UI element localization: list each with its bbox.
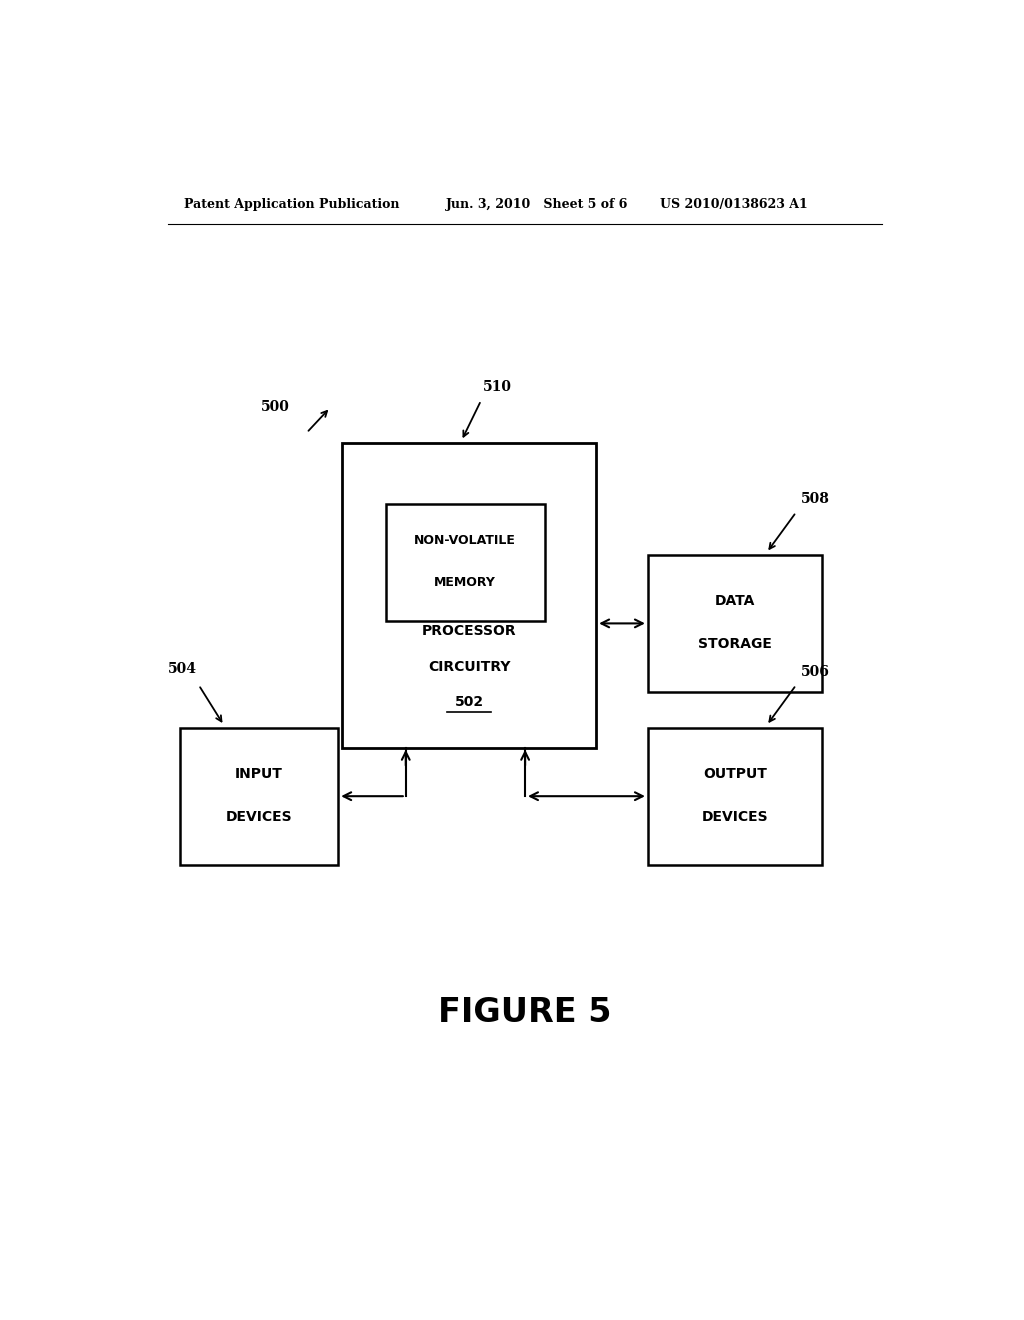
Bar [179, 727, 338, 865]
Text: MEMORY: MEMORY [434, 577, 497, 589]
Bar [386, 504, 545, 620]
Bar [648, 727, 822, 865]
Text: DEVICES: DEVICES [701, 809, 768, 824]
Text: STORAGE: STORAGE [698, 636, 772, 651]
Text: 500: 500 [260, 400, 289, 414]
Text: 508: 508 [801, 492, 829, 506]
Text: CIRCUITRY: CIRCUITRY [428, 660, 511, 673]
Text: NON-VOLATILE: NON-VOLATILE [415, 533, 516, 546]
Text: 502: 502 [455, 696, 483, 709]
Text: Jun. 3, 2010   Sheet 5 of 6: Jun. 3, 2010 Sheet 5 of 6 [445, 198, 628, 211]
Text: 504: 504 [168, 661, 198, 676]
Text: 510: 510 [482, 380, 512, 395]
Text: FIGURE 5: FIGURE 5 [438, 995, 611, 1028]
Text: 506: 506 [801, 665, 829, 678]
Bar [648, 554, 822, 692]
Text: PROCESSOR: PROCESSOR [422, 624, 516, 638]
Text: INPUT: INPUT [234, 767, 283, 781]
Text: DEVICES: DEVICES [225, 809, 292, 824]
Bar [342, 444, 596, 748]
Text: DATA: DATA [715, 594, 756, 609]
Text: OUTPUT: OUTPUT [703, 767, 767, 781]
Text: US 2010/0138623 A1: US 2010/0138623 A1 [659, 198, 808, 211]
Text: Patent Application Publication: Patent Application Publication [183, 198, 399, 211]
